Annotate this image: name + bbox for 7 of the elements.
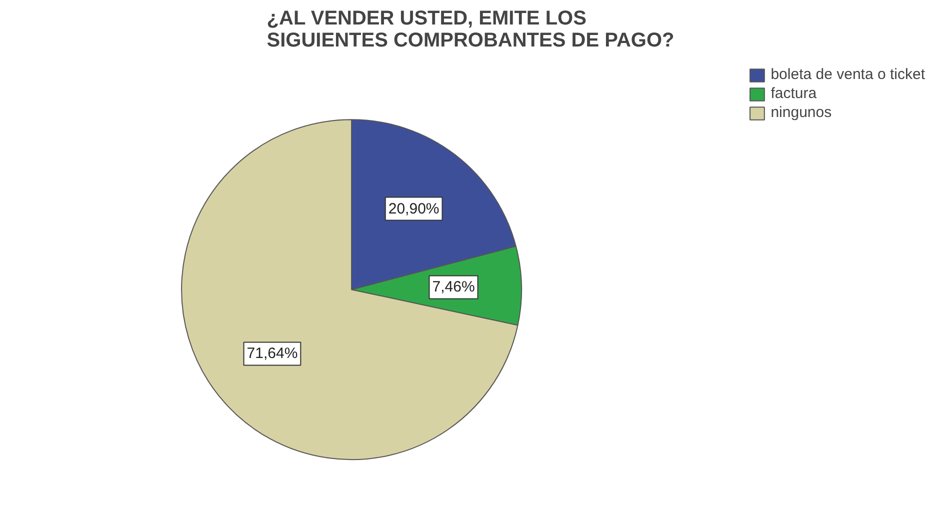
data-label: 71,64%: [246, 345, 298, 362]
legend-label: boleta de venta o ticket: [770, 66, 925, 83]
data-label: 7,46%: [432, 278, 475, 296]
legend-label: ningunos: [770, 104, 832, 121]
legend-label: factura: [770, 85, 817, 102]
chart-title: ¿AL VENDER USTED, EMITE LOS SIGUIENTES COMPROBANTES DE PAGO?: [266, 8, 674, 52]
data-label: 20,90%: [388, 200, 440, 218]
